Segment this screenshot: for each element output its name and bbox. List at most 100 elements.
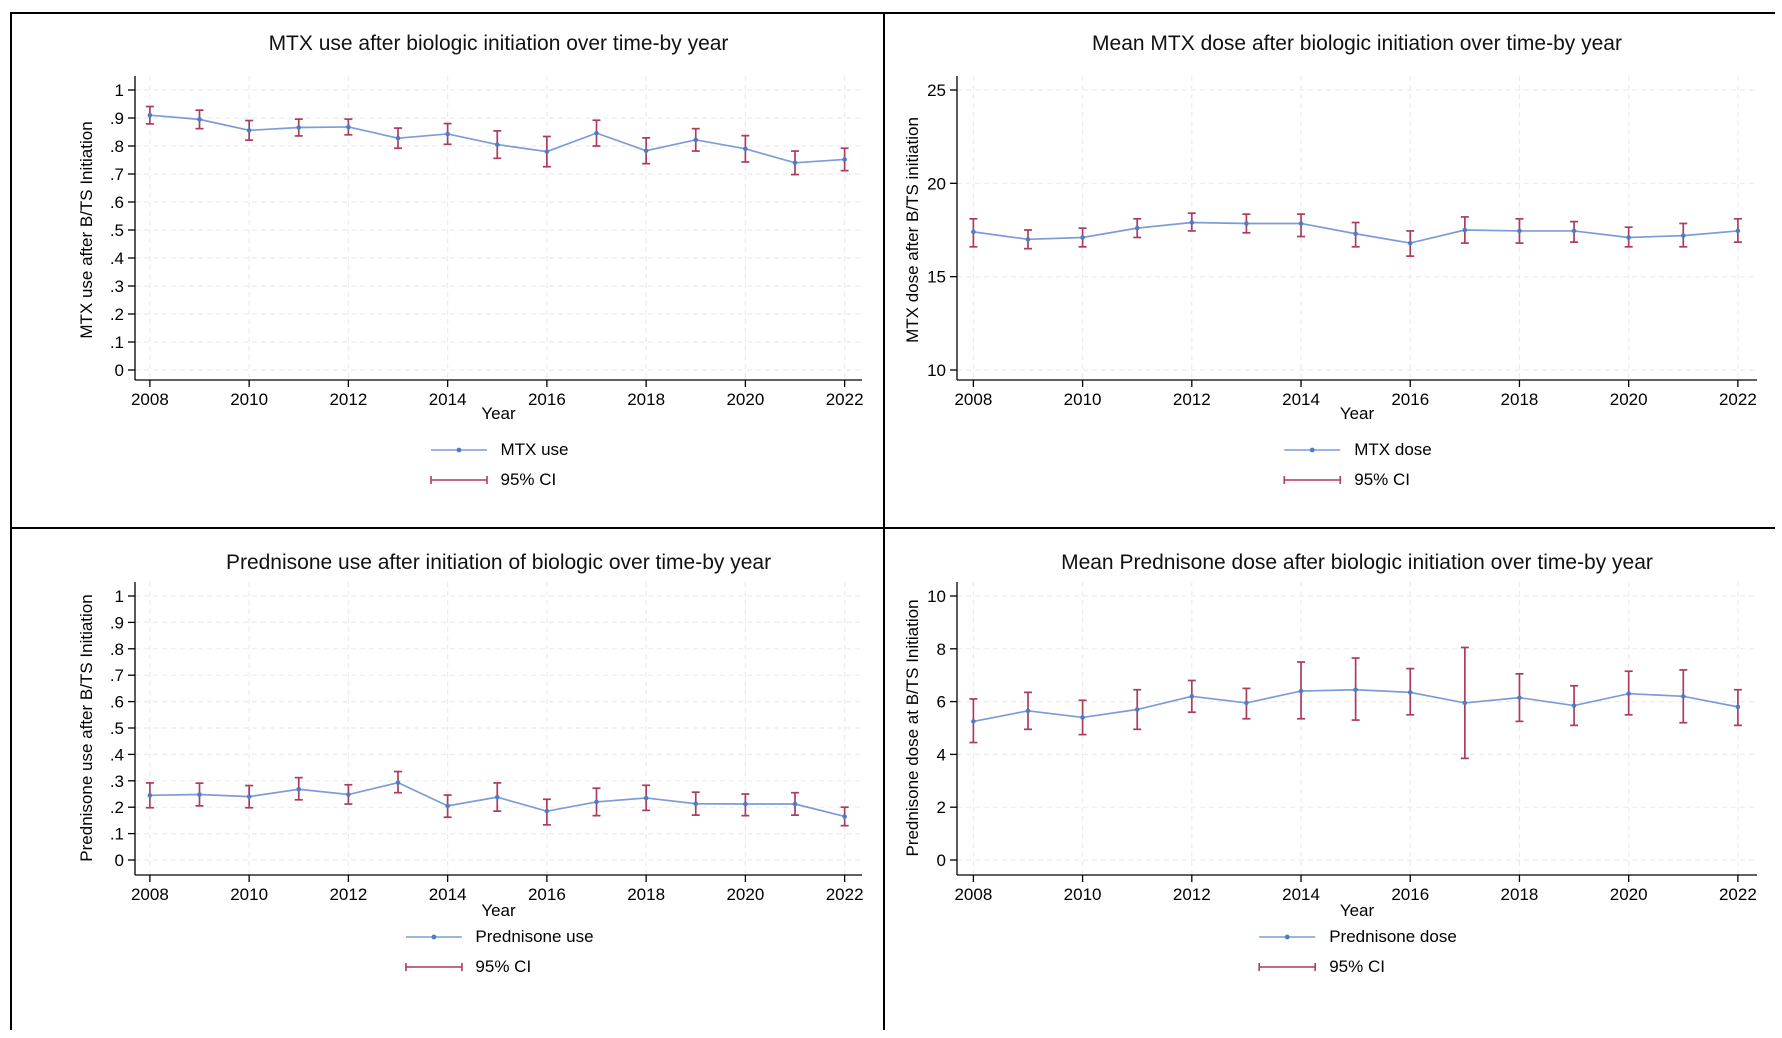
legend-row-series: MTX use bbox=[428, 440, 569, 460]
svg-text:2012: 2012 bbox=[329, 390, 367, 409]
svg-text:.1: .1 bbox=[110, 333, 124, 352]
svg-text:2022: 2022 bbox=[1719, 885, 1757, 904]
gridlines bbox=[957, 76, 1757, 380]
legend-label-ci: 95% CI bbox=[1329, 957, 1385, 976]
legend-label-series: Prednisone dose bbox=[1329, 927, 1457, 946]
legend-label-ci: 95% CI bbox=[475, 957, 532, 976]
gridlines bbox=[135, 582, 862, 875]
svg-text:2014: 2014 bbox=[429, 885, 467, 904]
svg-text:2012: 2012 bbox=[329, 885, 367, 904]
y-axis-ticks: 0 .1 .2 .3 .4 .5 .6 .7 .8 .9 1 bbox=[110, 81, 135, 380]
series-line bbox=[147, 780, 847, 819]
series-line bbox=[971, 220, 1741, 246]
svg-text:6: 6 bbox=[937, 693, 946, 712]
gridlines bbox=[957, 582, 1757, 875]
legend-label-ci: 95% CI bbox=[1354, 470, 1411, 489]
svg-text:.8: .8 bbox=[110, 137, 124, 156]
svg-text:2014: 2014 bbox=[1282, 390, 1320, 409]
svg-text:2018: 2018 bbox=[627, 390, 665, 409]
svg-text:8: 8 bbox=[937, 640, 946, 659]
legend-label-series: MTX dose bbox=[1354, 440, 1432, 459]
svg-text:.5: .5 bbox=[110, 221, 124, 240]
svg-text:2020: 2020 bbox=[1610, 885, 1648, 904]
svg-text:.4: .4 bbox=[110, 745, 124, 764]
svg-text:.9: .9 bbox=[110, 109, 124, 128]
svg-text:.7: .7 bbox=[110, 165, 124, 184]
svg-text:.4: .4 bbox=[110, 249, 124, 268]
svg-text:2012: 2012 bbox=[1173, 885, 1211, 904]
svg-text:1: 1 bbox=[115, 587, 124, 606]
x-axis-ticks: 2008 2010 2012 2014 2016 2018 2020 2022 bbox=[131, 875, 864, 904]
series-line bbox=[147, 112, 847, 166]
y-axis-ticks: 10 15 20 25 bbox=[927, 81, 957, 380]
svg-text:20: 20 bbox=[927, 174, 946, 193]
error-bar-glyph bbox=[429, 476, 488, 484]
error-bar-glyph bbox=[1283, 476, 1342, 484]
legend-row-ci: 95% CI bbox=[1257, 957, 1385, 977]
chart-title-prednisone-use: Prednisone use after initiation of biolo… bbox=[225, 551, 772, 574]
svg-text:2018: 2018 bbox=[1501, 885, 1539, 904]
svg-text:2012: 2012 bbox=[1173, 390, 1211, 409]
x-axis-label-mtx-use: Year bbox=[481, 404, 516, 423]
svg-text:2014: 2014 bbox=[429, 390, 467, 409]
svg-text:4: 4 bbox=[937, 745, 946, 764]
legend-mtx-dose: MTX dose 95% CI bbox=[1282, 440, 1432, 490]
svg-text:10: 10 bbox=[927, 587, 946, 606]
prednisone-use-plot: 0 .1 .2 .3 .4 .5 .6 .7 .8 .9 1 2008 2010 2012 2014 2016… bbox=[110, 582, 864, 904]
axes bbox=[956, 582, 1757, 876]
svg-text:10: 10 bbox=[927, 361, 946, 380]
gridlines bbox=[135, 76, 862, 380]
svg-text:2010: 2010 bbox=[230, 390, 268, 409]
svg-text:2018: 2018 bbox=[1501, 390, 1539, 409]
svg-text:.2: .2 bbox=[110, 305, 124, 324]
line-marker-glyph bbox=[1284, 447, 1341, 453]
legend-label-ci: 95% CI bbox=[500, 470, 557, 489]
svg-text:2022: 2022 bbox=[826, 885, 864, 904]
y-axis-ticks: 0 .1 .2 .3 .4 .5 .6 .7 .8 .9 1 bbox=[110, 587, 135, 870]
svg-text:.1: .1 bbox=[110, 825, 124, 844]
chart-title-mtx-dose: Mean MTX dose after biologic initiation … bbox=[1092, 32, 1622, 55]
svg-text:2008: 2008 bbox=[954, 885, 992, 904]
svg-text:0: 0 bbox=[115, 361, 124, 380]
error-bar-glyph bbox=[1258, 963, 1317, 971]
svg-text:.6: .6 bbox=[110, 193, 124, 212]
x-axis-label-mtx-dose: Year bbox=[1339, 404, 1375, 423]
series-line bbox=[971, 687, 1741, 724]
svg-text:.8: .8 bbox=[110, 640, 124, 659]
svg-text:15: 15 bbox=[927, 268, 946, 287]
svg-text:2018: 2018 bbox=[627, 885, 665, 904]
svg-text:2016: 2016 bbox=[528, 390, 566, 409]
x-axis-ticks: 2008 2010 2012 2014 2016 2018 2020 2022 bbox=[954, 875, 1757, 904]
legend-label-series: Prednisone use bbox=[475, 927, 594, 946]
svg-text:2008: 2008 bbox=[131, 885, 169, 904]
line-marker-glyph bbox=[405, 934, 462, 940]
legend-row-series: Prednisone dose bbox=[1257, 927, 1457, 947]
legend-row-series: MTX dose bbox=[1282, 440, 1432, 460]
svg-text:2022: 2022 bbox=[1719, 390, 1757, 409]
svg-text:2020: 2020 bbox=[1610, 390, 1648, 409]
x-axis-ticks: 2008 2010 2012 2014 2016 2018 2020 2022 bbox=[131, 380, 864, 409]
ci-bars bbox=[145, 105, 849, 176]
svg-text:2016: 2016 bbox=[1391, 390, 1429, 409]
svg-text:2008: 2008 bbox=[954, 390, 992, 409]
svg-text:.3: .3 bbox=[110, 277, 124, 296]
axes bbox=[956, 76, 1757, 381]
svg-text:2010: 2010 bbox=[1064, 885, 1102, 904]
svg-text:2020: 2020 bbox=[726, 885, 764, 904]
legend-label-series: MTX use bbox=[500, 440, 569, 459]
svg-text:.5: .5 bbox=[110, 719, 124, 738]
svg-text:0: 0 bbox=[115, 851, 124, 870]
x-axis-label-prednisone-dose: Year bbox=[1339, 901, 1375, 920]
legend-prednisone-use: Prednisone use 95% CI bbox=[403, 927, 594, 977]
ci-bars bbox=[969, 646, 1742, 760]
legend-mtx-use: MTX use 95% CI bbox=[428, 440, 569, 490]
legend-row-series: Prednisone use bbox=[403, 927, 594, 947]
prednisone-dose-plot: 0 2 4 6 8 10 2008 2010 2012 2014 2016 2018 2020 2022 bbox=[927, 582, 1757, 904]
svg-text:2020: 2020 bbox=[726, 390, 764, 409]
svg-text:2014: 2014 bbox=[1282, 885, 1320, 904]
error-bar-glyph bbox=[404, 963, 463, 971]
legend-row-ci: 95% CI bbox=[428, 470, 556, 490]
svg-text:.7: .7 bbox=[110, 666, 124, 685]
svg-text:25: 25 bbox=[927, 81, 946, 100]
